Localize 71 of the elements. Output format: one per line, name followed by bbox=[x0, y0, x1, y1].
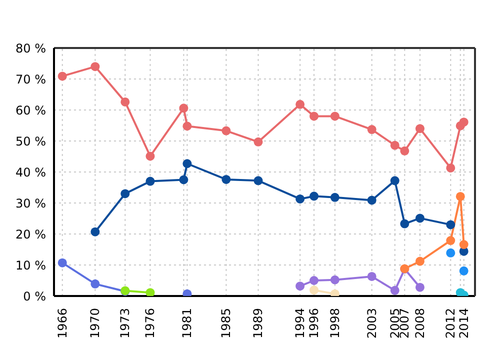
point bbox=[390, 286, 400, 295]
y-tick-label: 40 % bbox=[16, 165, 46, 180]
y-tick-label: 60 % bbox=[16, 103, 46, 118]
x-tick-label: 1970 bbox=[88, 308, 102, 339]
x-tick-label: 1973 bbox=[118, 308, 132, 339]
x-tick-label: 1994 bbox=[293, 308, 308, 339]
point bbox=[415, 256, 424, 266]
point bbox=[296, 282, 305, 291]
point bbox=[146, 176, 155, 186]
point bbox=[367, 125, 376, 134]
point bbox=[310, 192, 319, 201]
x-tick-label: 1985 bbox=[219, 308, 234, 339]
y-tick-label: 50 % bbox=[16, 134, 46, 148]
x-tick-label: 2014 bbox=[456, 308, 471, 339]
point bbox=[146, 288, 155, 296]
point bbox=[415, 214, 424, 223]
point bbox=[390, 176, 400, 186]
point bbox=[120, 189, 130, 198]
point bbox=[390, 140, 400, 150]
point bbox=[446, 163, 456, 172]
point bbox=[58, 72, 67, 81]
point bbox=[182, 159, 192, 168]
point bbox=[459, 240, 468, 250]
point bbox=[459, 118, 468, 127]
point bbox=[120, 97, 130, 106]
point bbox=[90, 279, 100, 288]
point bbox=[254, 137, 263, 146]
y-tick-label: 70 % bbox=[16, 72, 46, 86]
point bbox=[182, 122, 192, 131]
point bbox=[58, 258, 67, 268]
point bbox=[222, 174, 231, 184]
point bbox=[296, 100, 305, 109]
point bbox=[446, 236, 456, 246]
x-tick-label: 1976 bbox=[143, 308, 158, 339]
point bbox=[310, 112, 319, 121]
point bbox=[456, 192, 465, 201]
point bbox=[296, 194, 305, 204]
point bbox=[446, 248, 456, 258]
y-tick-label: 80 % bbox=[16, 41, 46, 56]
x-tick-label: 1981 bbox=[180, 308, 194, 339]
point bbox=[254, 176, 263, 186]
point bbox=[367, 272, 376, 281]
x-tick-label: 2012 bbox=[444, 308, 458, 339]
point bbox=[330, 192, 340, 202]
x-tick-label: 1996 bbox=[307, 308, 322, 339]
y-tick-label: 30 % bbox=[16, 196, 46, 210]
point bbox=[179, 175, 188, 184]
point bbox=[400, 146, 410, 156]
x-tick-label: 2008 bbox=[412, 308, 427, 339]
x-tick-label: 1966 bbox=[55, 308, 70, 339]
point bbox=[146, 152, 155, 161]
x-tick-label: 1998 bbox=[328, 308, 342, 339]
point bbox=[90, 227, 100, 236]
x-tick-label: 1989 bbox=[251, 308, 266, 339]
point bbox=[400, 219, 410, 228]
point bbox=[222, 126, 231, 136]
point bbox=[310, 286, 319, 295]
y-tick-label: 20 % bbox=[16, 227, 46, 242]
point bbox=[330, 275, 340, 284]
point bbox=[90, 62, 100, 72]
point bbox=[415, 124, 424, 134]
point bbox=[446, 220, 456, 230]
x-tick-label: 2003 bbox=[364, 308, 379, 339]
point bbox=[330, 112, 340, 121]
point bbox=[367, 196, 376, 205]
point bbox=[179, 104, 188, 113]
y-tick-label: 0 % bbox=[23, 289, 46, 304]
y-tick-label: 10 % bbox=[16, 258, 46, 272]
point bbox=[310, 276, 319, 285]
point bbox=[415, 282, 424, 292]
point bbox=[459, 266, 468, 276]
